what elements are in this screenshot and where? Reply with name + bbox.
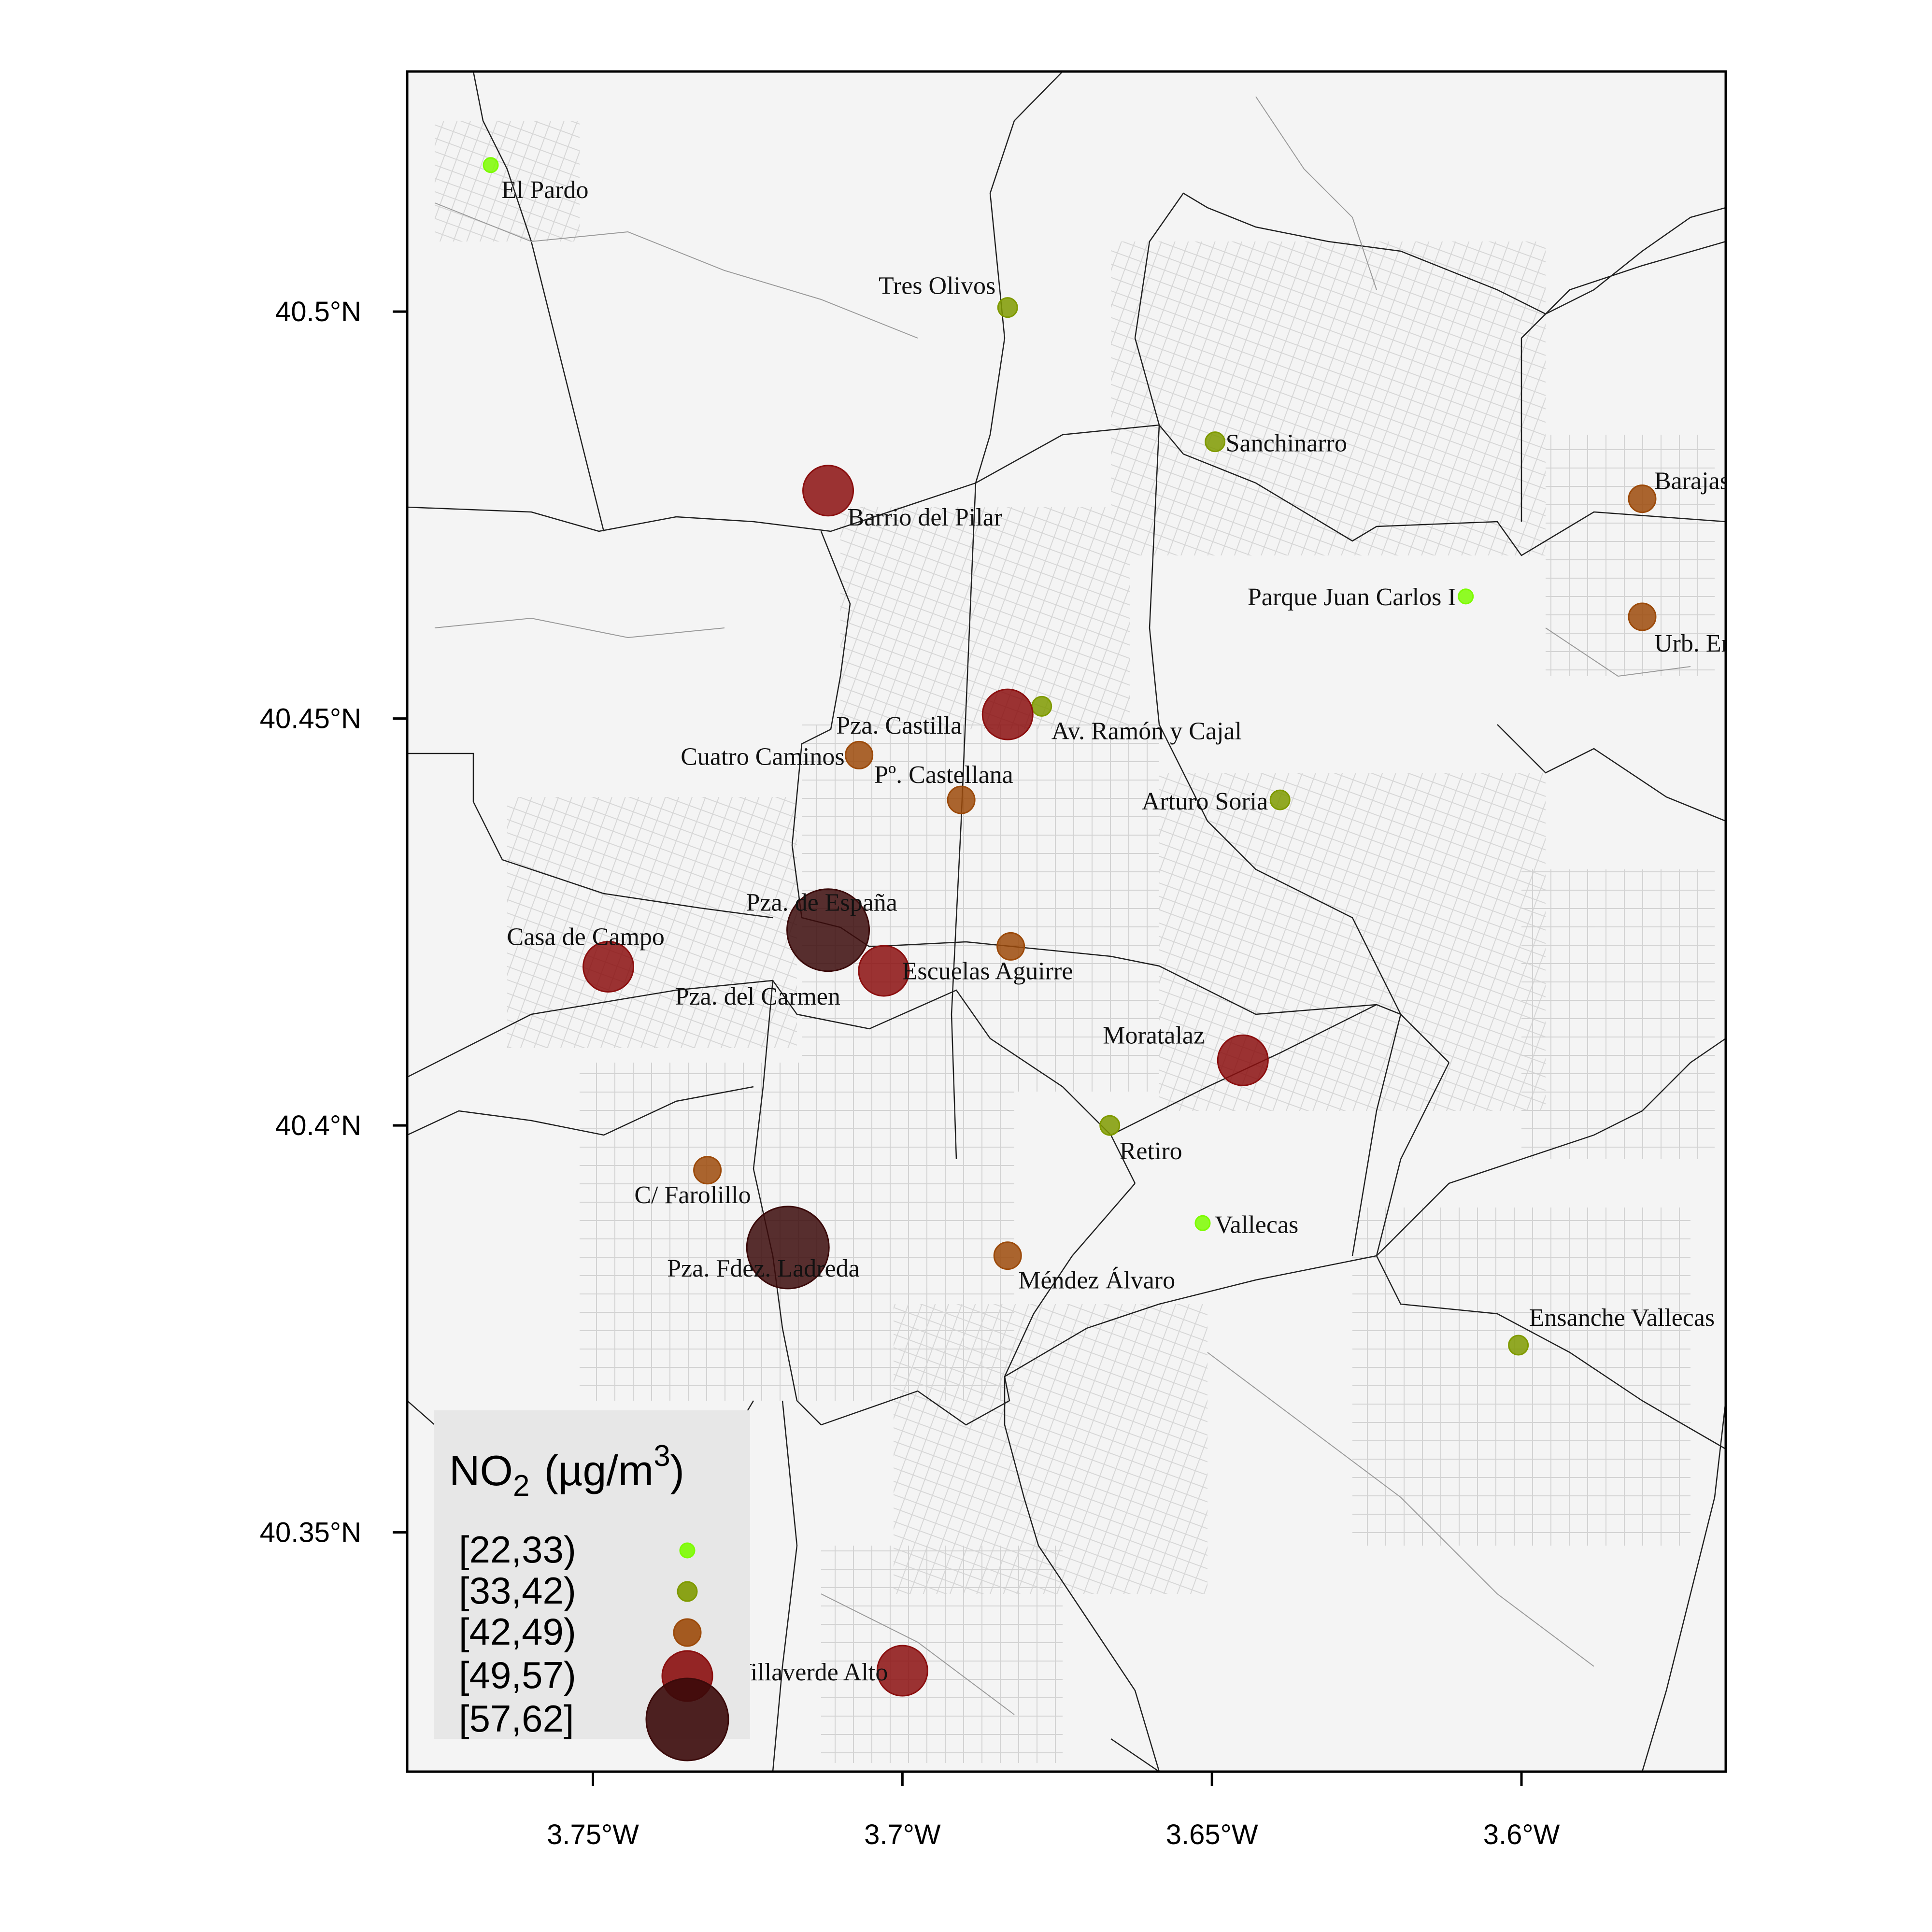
- y-tick-label: 40.4°N: [275, 1110, 361, 1141]
- station-label: Parque Juan Carlos I: [1248, 583, 1456, 611]
- station-label: Moratalaz: [1103, 1022, 1205, 1049]
- x-tick-label: 3.6°W: [1483, 1819, 1560, 1850]
- legend-swatch: [677, 1581, 698, 1602]
- station-marker: [802, 465, 854, 517]
- station-marker: [993, 1241, 1022, 1270]
- station-marker: [1217, 1034, 1269, 1086]
- station-marker: [1269, 789, 1291, 810]
- legend-title: NO2 (µg/m3): [449, 1439, 684, 1503]
- station-marker: [1628, 484, 1657, 513]
- station-label: Tres Olivos: [879, 272, 995, 300]
- station-marker: [981, 688, 1034, 740]
- legend: NO2 (µg/m3) [22,33)[33,42)[42,49)[49,57)[…: [434, 1410, 750, 1762]
- y-axis: 40.5°N 40.45°N 40.4°N 40.35°N: [260, 296, 407, 1548]
- legend-label: [22,33): [459, 1528, 576, 1571]
- station-label: Arturo Soria: [1142, 788, 1268, 815]
- station-label: Sanchinarro: [1226, 430, 1347, 457]
- station-marker: [746, 1206, 830, 1290]
- station-marker: [1458, 588, 1474, 605]
- station-label: Barrio del Pilar: [848, 504, 1003, 531]
- legend-label: [57,62]: [459, 1697, 574, 1740]
- station-label: Barajas: [1654, 468, 1730, 495]
- station-label: Pza. Castilla: [836, 712, 962, 739]
- station-label: Pza. Fdez. Ladreda: [667, 1255, 859, 1282]
- station-marker: [1031, 696, 1052, 717]
- x-tick-label: 3.7°W: [864, 1819, 941, 1850]
- station-marker: [1508, 1335, 1529, 1356]
- station-label: Escuelas Aguirre: [902, 957, 1073, 985]
- station-label: El Pardo: [501, 176, 589, 204]
- station-markers: El Pardo Tres Olivos Sanchinarro Barrio del…: [483, 157, 1806, 1697]
- station-marker: [693, 1156, 722, 1185]
- legend-items: [22,33)[33,42)[42,49)[49,57)[57,62]: [459, 1528, 729, 1762]
- basemap: [407, 71, 1726, 1772]
- station-label: Pº. Castellana: [874, 761, 1013, 789]
- y-tick-label: 40.35°N: [260, 1517, 361, 1548]
- station-marker: [858, 945, 910, 997]
- x-axis: 3.75°W 3.7°W 3.65°W 3.6°W: [547, 1772, 1560, 1850]
- station-marker: [1099, 1115, 1121, 1136]
- district-boundaries: [407, 71, 1726, 1772]
- station-label: C/ Farolillo: [634, 1181, 751, 1209]
- station-label: Retiro: [1120, 1137, 1182, 1165]
- station-marker: [997, 297, 1018, 318]
- legend-swatch: [673, 1618, 702, 1647]
- y-tick-label: 40.45°N: [260, 703, 361, 735]
- station-label: Urb. Embajada: [1654, 630, 1806, 657]
- station-label: Cuatro Caminos: [681, 743, 844, 770]
- station-marker: [483, 157, 499, 173]
- station-marker: [996, 932, 1025, 961]
- legend-label: [33,42): [459, 1569, 576, 1612]
- station-marker: [845, 740, 874, 769]
- station-marker: [582, 941, 635, 993]
- x-tick-label: 3.65°W: [1166, 1819, 1258, 1850]
- station-label: Ensanche Vallecas: [1529, 1304, 1715, 1332]
- x-tick-label: 3.75°W: [547, 1819, 639, 1850]
- map-frame: [406, 70, 1727, 1773]
- station-marker: [786, 888, 870, 972]
- station-marker: [1628, 602, 1657, 631]
- legend-swatch: [679, 1542, 696, 1559]
- legend-label: [49,57): [459, 1654, 576, 1696]
- station-label: Méndez Álvaro: [1018, 1266, 1175, 1294]
- station-marker: [947, 785, 976, 814]
- station-marker: [1205, 431, 1226, 453]
- station-marker: [1194, 1215, 1211, 1231]
- legend-swatch: [645, 1677, 729, 1762]
- station-label: Casa de Campo: [507, 923, 665, 951]
- station-label: Pza. de España: [746, 889, 897, 917]
- station-label: Pza. del Carmen: [675, 983, 840, 1010]
- station-label: Vallecas: [1215, 1211, 1298, 1238]
- station-marker: [876, 1645, 928, 1697]
- station-label: Av. Ramón y Cajal: [1051, 717, 1242, 745]
- station-label: Villaverde Alto: [734, 1659, 888, 1686]
- minor-roads: [434, 96, 1691, 1715]
- legend-label: [42,49): [459, 1610, 576, 1653]
- y-tick-label: 40.5°N: [275, 296, 361, 327]
